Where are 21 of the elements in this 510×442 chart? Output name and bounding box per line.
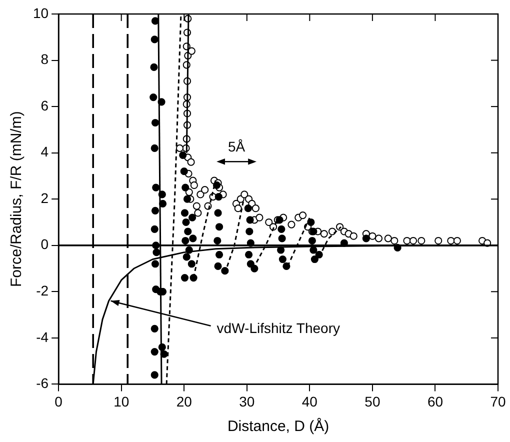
y-tick-label: 2 bbox=[40, 190, 49, 206]
x-tick-label: 70 bbox=[490, 393, 506, 410]
x-axis-title: Distance, D (Å) bbox=[227, 417, 330, 436]
x-tick-label: 0 bbox=[54, 393, 63, 410]
y-tick-label: 0 bbox=[40, 236, 49, 252]
x-tick-label: 40 bbox=[302, 393, 318, 410]
y-tick-label: -6 bbox=[36, 375, 49, 392]
y-tick-label: 4 bbox=[40, 144, 49, 160]
x-tick-label: 30 bbox=[239, 393, 255, 410]
x-tick-label: 10 bbox=[114, 393, 130, 410]
x-tick-label: 20 bbox=[176, 393, 192, 410]
y-axis-title: Force/Radius, F/R (mN/m) bbox=[8, 111, 26, 288]
annotation: 5Å bbox=[228, 138, 246, 155]
y-tick-label: 10 bbox=[32, 4, 49, 21]
y-tick-label: -4 bbox=[36, 328, 49, 345]
y-tick-label: -2 bbox=[36, 282, 49, 299]
x-tick-label: 60 bbox=[427, 393, 444, 410]
y-tick-label: 8 bbox=[40, 51, 49, 68]
annotation: vdW-Lifshitz Theory bbox=[216, 320, 340, 336]
y-tick-label: 6 bbox=[40, 97, 49, 114]
x-tick-label: 50 bbox=[364, 393, 380, 410]
